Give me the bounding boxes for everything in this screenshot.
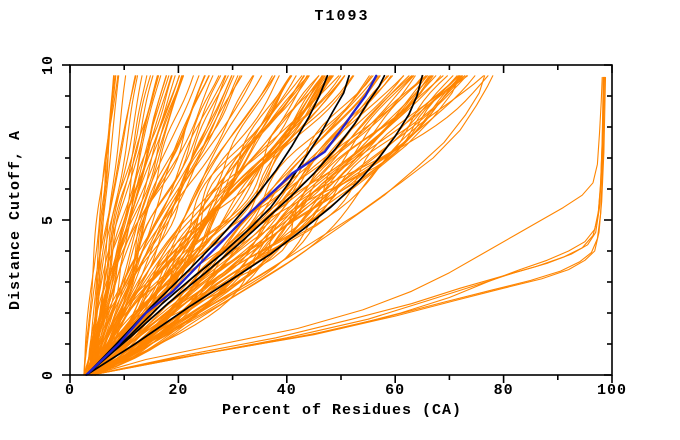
model-curve-orange	[94, 75, 205, 376]
model-curve-orange	[88, 75, 437, 376]
x-tick-label: 40	[276, 382, 297, 399]
highlight-curve-blue	[85, 74, 378, 376]
model-curve-orange	[94, 75, 143, 376]
model-curve-orange	[94, 75, 413, 376]
model-curve-orange	[90, 75, 185, 376]
model-curve-orange	[87, 75, 151, 376]
model-curve-orange-good	[91, 76, 604, 376]
highlight-curve-black	[85, 74, 350, 376]
model-curve-orange	[93, 75, 460, 376]
model-curve-orange	[85, 75, 158, 376]
model-curve-orange-mid	[91, 75, 494, 376]
x-tick-label: 60	[385, 382, 406, 399]
model-curve-orange-good	[91, 76, 603, 376]
chart-title: T1093	[314, 8, 370, 25]
x-tick-label: 20	[168, 382, 189, 399]
highlight-curve-black	[85, 74, 386, 376]
model-curve-orange	[95, 75, 127, 376]
model-curve-orange	[83, 75, 116, 376]
y-tick-label: 5	[40, 215, 57, 226]
axis-ticks	[62, 64, 613, 383]
model-curve-orange	[83, 75, 430, 376]
model-curve-orange	[94, 75, 243, 376]
highlight-curve-black	[85, 74, 424, 376]
model-curve-orange	[91, 75, 235, 376]
model-curve-orange	[92, 75, 254, 376]
model-curve-orange	[91, 75, 293, 376]
model-curve-orange	[92, 75, 206, 376]
x-tick-label: 100	[596, 382, 627, 399]
model-curve-orange	[87, 75, 372, 376]
x-tick-label: 0	[64, 382, 75, 399]
model-curve-orange	[93, 75, 115, 376]
model-curve-orange-mid	[91, 75, 486, 376]
model-curve-orange-mid	[91, 75, 461, 376]
y-axis-label: Distance Cutoff, A	[7, 129, 24, 311]
model-curve-orange	[94, 75, 273, 376]
model-curve-orange	[90, 75, 210, 376]
y-tick-label: 0	[40, 370, 57, 381]
model-curve-orange	[92, 75, 424, 376]
model-curve-orange	[83, 75, 137, 376]
model-curve-orange	[90, 75, 390, 376]
model-curve-orange	[86, 75, 305, 376]
model-curve-orange	[89, 75, 255, 376]
model-curve-orange-good	[91, 76, 605, 376]
model-curve-orange	[94, 75, 326, 376]
model-curve-orange	[91, 75, 379, 376]
model-curve-orange	[91, 75, 263, 376]
model-curve-orange	[91, 75, 184, 376]
model-curve-orange	[84, 75, 476, 376]
curves-layer	[83, 74, 607, 376]
model-curve-orange	[87, 75, 292, 376]
model-curve-orange	[91, 75, 334, 376]
model-curve-orange	[86, 75, 394, 376]
x-axis-label: Percent of Residues (CA)	[221, 402, 463, 419]
model-curve-orange	[84, 75, 170, 376]
y-tick-label: 10	[40, 55, 57, 76]
x-tick-label: 80	[493, 382, 514, 399]
